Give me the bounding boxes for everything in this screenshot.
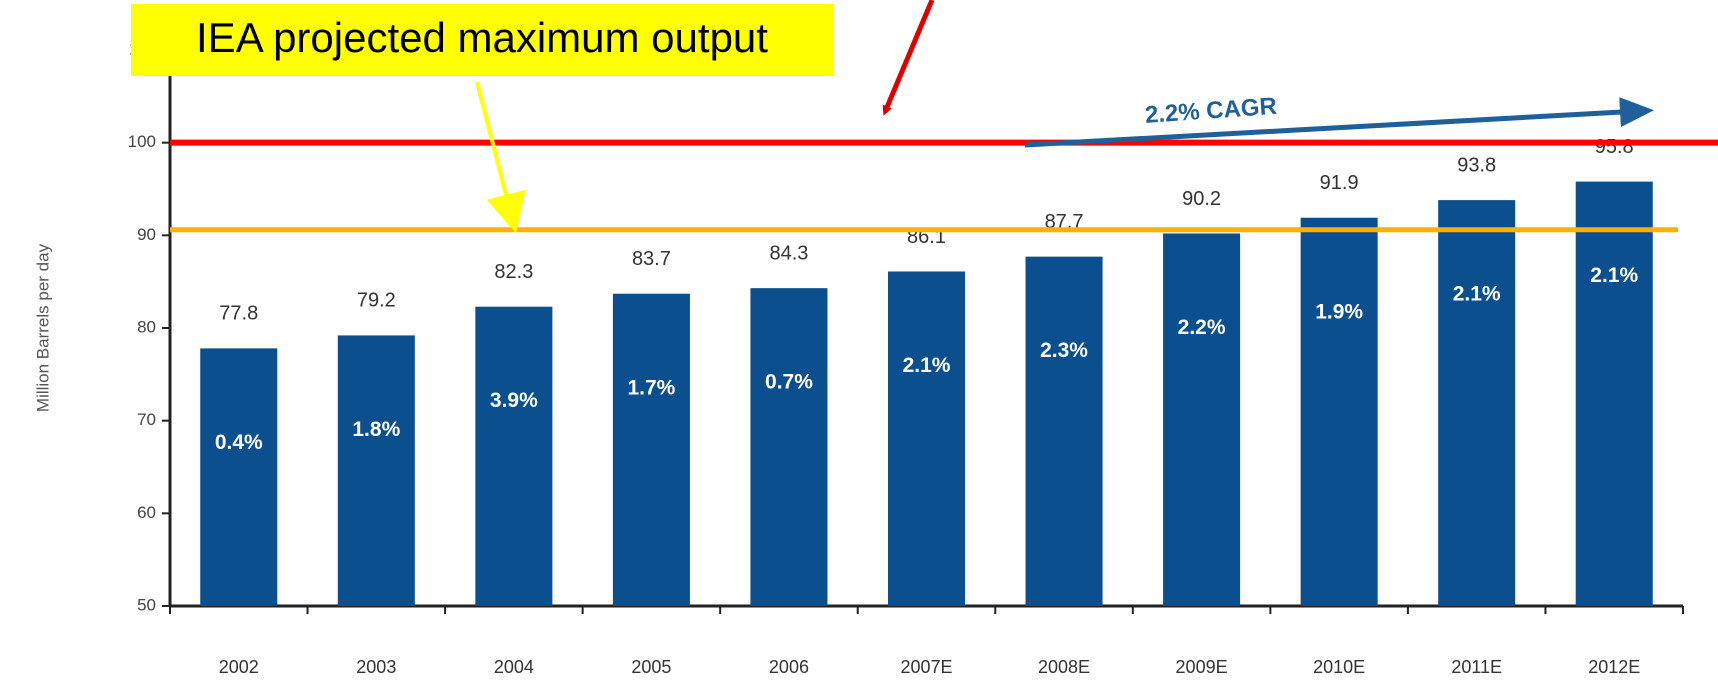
y-tick-label: 70 [137, 410, 156, 429]
value-label: 93.8 [1457, 154, 1496, 176]
value-label: 91.9 [1320, 172, 1359, 194]
growth-label: 0.7% [765, 371, 813, 394]
growth-label: 0.4% [215, 431, 263, 454]
bar [750, 288, 828, 606]
bar [475, 306, 553, 606]
plot-area: 5060708090100110200277.80.4%200379.21.8%… [128, 39, 1718, 677]
growth-label: 2.1% [1590, 264, 1638, 287]
x-tick-label: 2008E [1038, 657, 1090, 677]
x-tick-label: 2011E [1451, 657, 1502, 677]
yellow-arrow [475, 81, 526, 234]
x-tick-label: 2002 [219, 657, 259, 677]
x-tick-label: 2005 [631, 657, 671, 677]
y-tick-label: 80 [137, 317, 156, 336]
value-label: 82.3 [494, 261, 533, 283]
growth-label: 2.1% [1453, 283, 1501, 306]
growth-label: 1.9% [1315, 300, 1363, 323]
bar [1025, 256, 1103, 606]
bar [1300, 217, 1378, 606]
y-tick-label: 60 [137, 503, 156, 522]
x-tick-label: 2004 [494, 657, 534, 677]
growth-label: 1.7% [627, 376, 675, 399]
bar [1575, 181, 1653, 606]
value-label: 83.7 [632, 248, 671, 270]
iea-label: IEA projected maximum output [196, 14, 768, 61]
bar [1438, 200, 1516, 606]
bar [200, 348, 278, 606]
growth-label: 1.8% [352, 418, 400, 441]
iea-label-box [131, 4, 833, 76]
y-tick-label: 50 [137, 595, 156, 614]
bar [887, 271, 966, 606]
x-tick-label: 2007E [900, 657, 952, 677]
y-tick-label: 100 [128, 132, 156, 151]
x-tick-label: 2010E [1313, 657, 1365, 677]
y-axis-label: Million Barrels per day [33, 243, 52, 412]
bar [1163, 233, 1241, 607]
x-tick-label: 2006 [769, 657, 809, 677]
cagr-label: 2.2% CAGR [1144, 93, 1278, 129]
value-label: 95.8 [1595, 136, 1634, 158]
value-label: 90.2 [1182, 188, 1221, 210]
value-label: 77.8 [219, 303, 258, 325]
growth-label: 2.1% [903, 354, 951, 377]
growth-label: 2.3% [1040, 339, 1088, 362]
cagr-arrow [1024, 97, 1654, 148]
x-tick-label: 2003 [356, 657, 396, 677]
value-label: 84.3 [769, 242, 808, 264]
bar [337, 335, 415, 606]
x-tick-label: 2009E [1176, 657, 1228, 677]
growth-label: 2.2% [1178, 316, 1226, 339]
red-arrow [882, 0, 935, 116]
value-label: 79.2 [357, 290, 396, 312]
bar [612, 293, 690, 606]
x-tick-label: 2012E [1588, 657, 1640, 677]
growth-label: 3.9% [490, 389, 538, 412]
y-tick-label: 90 [137, 225, 156, 244]
